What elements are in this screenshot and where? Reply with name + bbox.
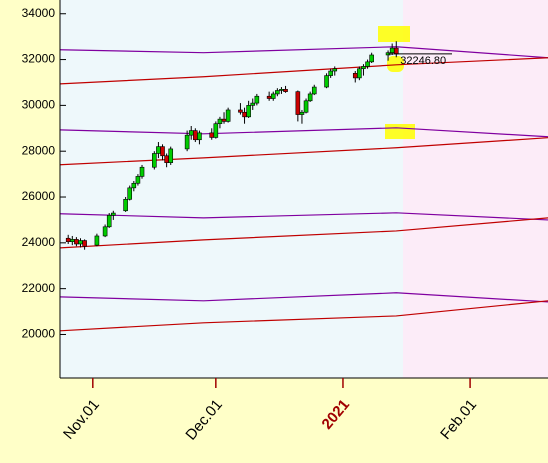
candle-body [65,237,71,242]
y-tick-label: 24000 [22,235,56,249]
candle-body [188,130,194,136]
candle-body [123,199,128,212]
y-tick-label: 28000 [22,143,56,157]
candle-body [82,240,87,247]
candle-body [365,61,370,67]
y-tick-label: 30000 [22,98,56,112]
candle-body [246,105,251,118]
highlight [385,124,415,139]
candle-body [94,235,100,246]
candle-body [283,89,288,92]
candle-body [152,153,157,168]
band-line [59,137,548,166]
band-line [59,57,548,85]
candle-body [279,89,284,91]
candle-body [164,155,169,163]
band-line [59,127,548,138]
candle-body [332,68,338,72]
candle-body [357,68,362,79]
candle-body [242,111,247,118]
candle-body [352,73,358,79]
candle-body [275,90,280,95]
candle-body [266,95,272,99]
candle-body [160,146,165,157]
candle-body [225,109,231,122]
candle-body [369,54,374,63]
candle-body [295,91,301,115]
candle-body [254,95,260,104]
candle-body [238,109,243,113]
candle-body [307,93,313,102]
candle-body [168,148,174,163]
highlight [387,56,404,72]
candle-body [389,47,395,53]
candle-body [106,215,112,228]
candle-body [311,86,317,95]
candle-body [139,166,145,177]
candle-body [250,102,256,106]
candle-body [361,66,366,70]
band-line [59,300,548,332]
y-tick-label: 32000 [22,52,56,66]
candle-body [328,70,333,76]
y-tick-label: 20000 [22,327,56,341]
candle-body [217,118,223,125]
candle-body [209,132,215,138]
candle-body [184,134,190,150]
candle-body [156,146,161,154]
candle-body [74,239,79,245]
candle-body [102,226,108,237]
band-line [59,292,548,303]
candle-body [221,118,227,122]
y-tick-label: 34000 [22,6,56,20]
candle-body [303,100,309,113]
band-line [59,217,548,249]
y-tick-label: 26000 [22,189,56,203]
candle-body [131,182,137,189]
y-tick-label: 22000 [22,281,56,295]
highlight [378,26,410,42]
candle-body [135,176,141,184]
candle-body [127,187,133,200]
last-price-label: 32246.80 [400,55,446,67]
plot-layer: 32246.80 [59,41,548,332]
band-line [59,46,548,59]
candle-body [299,111,305,115]
candle-body [111,212,116,216]
candle-body [197,132,202,141]
band-line [59,212,548,221]
candle-body [193,130,198,141]
candle-body [78,240,83,245]
candle-body [270,93,276,99]
candle-body [324,75,329,88]
plot-area [60,0,403,378]
candle-body [70,239,75,242]
candle-body [213,123,219,138]
candle-body [393,47,399,55]
